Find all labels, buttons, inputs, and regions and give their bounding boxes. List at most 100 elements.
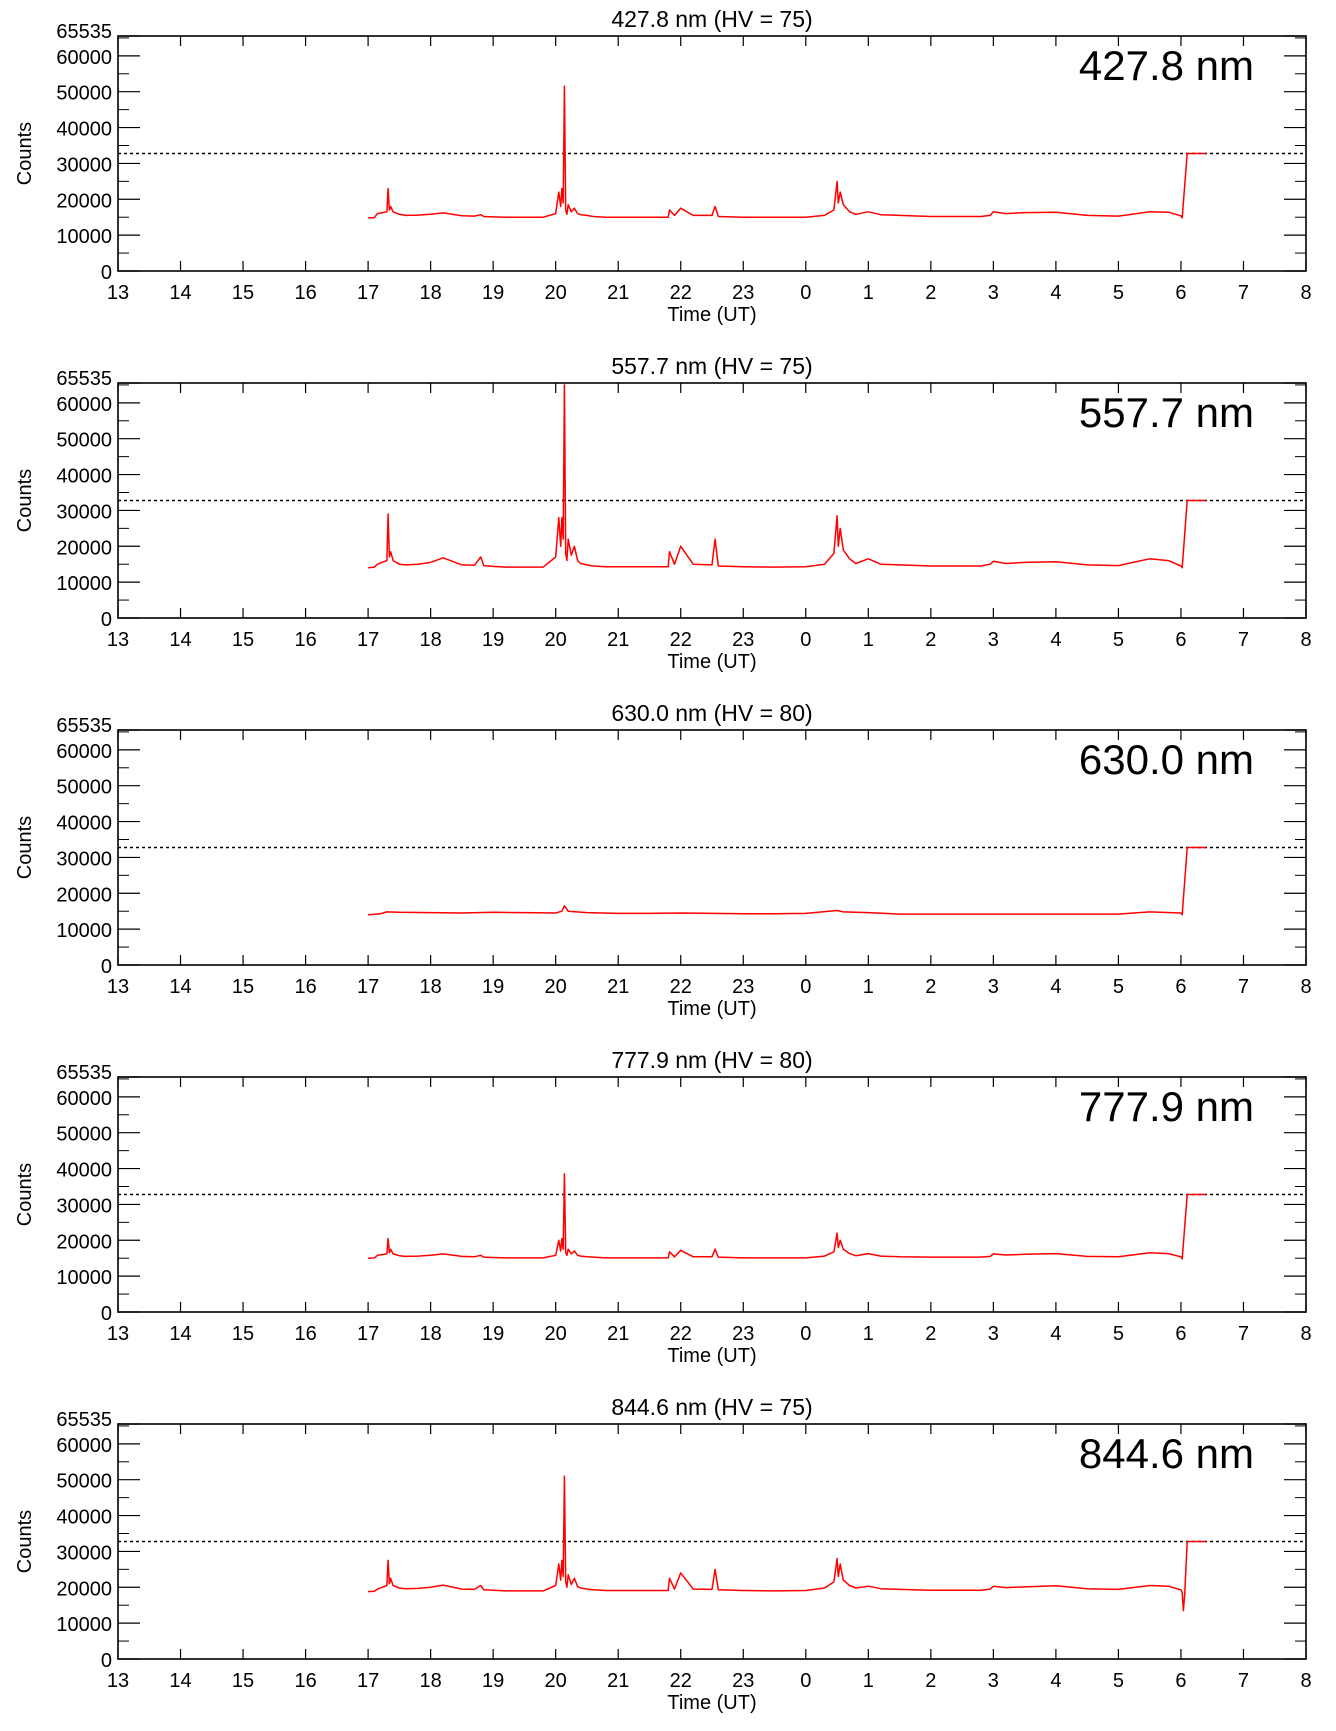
x-tick-label: 21 [607,629,629,651]
x-tick-label: 4 [1050,629,1061,651]
x-tick-label: 4 [1050,282,1061,304]
y-tick-label: 60000 [56,1088,112,1110]
x-tick-label: 0 [800,1323,811,1345]
x-tick-label: 7 [1238,1670,1249,1692]
x-tick-label: 23 [732,282,754,304]
x-tick-label: 18 [420,976,442,998]
x-tick-label: 6 [1175,976,1186,998]
y-tick-label: 50000 [56,430,112,452]
x-tick-label: 7 [1238,282,1249,304]
x-tick-label: 7 [1238,976,1249,998]
x-tick-label: 18 [420,282,442,304]
chart-title: 427.8 nm (HV = 75) [611,6,812,32]
chart-panel: 777.9 nm (HV = 80) 0 10000 20000 30000 40000 5… [14,1047,1312,1367]
y-tick-label: 10000 [56,920,112,942]
chart-panel: 630.0 nm (HV = 80) 0 10000 20000 30000 40000 5… [14,700,1312,1020]
x-tick-label: 8 [1300,282,1311,304]
x-tick-label: 21 [607,976,629,998]
series-line [368,85,1206,219]
y-tick-label: 60000 [56,394,112,416]
x-tick-label: 8 [1300,1670,1311,1692]
x-tick-label: 19 [482,282,504,304]
x-tick-label: 20 [545,282,567,304]
x-tick-label: 18 [420,629,442,651]
y-tick-label: 40000 [56,1160,112,1182]
x-tick-label: 3 [988,282,999,304]
chart-title: 630.0 nm (HV = 80) [611,700,812,726]
x-tick-label: 2 [925,282,936,304]
x-tick-label: 15 [232,976,254,998]
wavelength-annotation: 844.6 nm [1079,1430,1254,1477]
y-tick-label: 40000 [56,466,112,488]
x-tick-label: 16 [294,629,316,651]
y-tick-label: 60000 [56,47,112,69]
x-tick-label: 20 [545,629,567,651]
y-tick-label: 0 [101,262,112,284]
x-tick-label: 1 [863,1670,874,1692]
y-tick-label: 20000 [56,537,112,559]
y-tick-label: 60000 [56,741,112,763]
x-tick-label: 20 [545,1670,567,1692]
y-tick-label: 65535 [56,1409,112,1431]
y-tick-label: 10000 [56,1267,112,1289]
y-axis-label: Counts [14,816,36,879]
chart-panel: 844.6 nm (HV = 75) 0 10000 20000 30000 40000 5… [14,1394,1312,1714]
x-tick-label: 5 [1113,629,1124,651]
x-tick-label: 14 [169,282,191,304]
y-tick-label: 65535 [56,368,112,390]
y-tick-label: 0 [101,1650,112,1672]
y-axis-label: Counts [14,469,36,532]
x-tick-label: 3 [988,1670,999,1692]
x-tick-label: 7 [1238,1323,1249,1345]
y-tick-label: 10000 [56,573,112,595]
x-axis-label: Time (UT) [667,1692,756,1714]
x-tick-label: 23 [732,629,754,651]
series-line [368,846,1206,916]
x-tick-label: 20 [545,1323,567,1345]
y-axis-label: Counts [14,1510,36,1573]
x-tick-label: 17 [357,282,379,304]
series-line [368,384,1206,569]
x-tick-label: 16 [294,282,316,304]
x-tick-label: 17 [357,1670,379,1692]
x-tick-label: 13 [107,976,129,998]
x-tick-label: 22 [670,629,692,651]
x-axis-label: Time (UT) [667,1345,756,1367]
y-tick-label: 20000 [56,1231,112,1253]
x-tick-label: 19 [482,976,504,998]
x-tick-label: 0 [800,282,811,304]
y-tick-label: 10000 [56,226,112,248]
x-tick-label: 18 [420,1670,442,1692]
y-tick-label: 30000 [56,1195,112,1217]
x-tick-label: 13 [107,629,129,651]
x-tick-label: 13 [107,1323,129,1345]
y-tick-label: 30000 [56,154,112,176]
x-tick-label: 15 [232,1323,254,1345]
x-tick-label: 4 [1050,976,1061,998]
x-tick-label: 21 [607,1670,629,1692]
x-tick-label: 6 [1175,282,1186,304]
y-tick-label: 60000 [56,1435,112,1457]
x-tick-label: 1 [863,976,874,998]
x-axis-label: Time (UT) [667,304,756,326]
y-tick-label: 20000 [56,190,112,212]
x-tick-label: 2 [925,1323,936,1345]
x-tick-label: 19 [482,1323,504,1345]
x-tick-label: 8 [1300,976,1311,998]
x-tick-label: 23 [732,1323,754,1345]
y-tick-label: 30000 [56,848,112,870]
x-tick-label: 4 [1050,1670,1061,1692]
x-tick-label: 8 [1300,1323,1311,1345]
x-tick-label: 19 [482,629,504,651]
x-tick-label: 2 [925,1670,936,1692]
x-tick-label: 22 [670,282,692,304]
series-line [368,1173,1206,1260]
chart-panel: 557.7 nm (HV = 75) 0 10000 20000 30000 40000 5… [14,353,1312,673]
y-tick-label: 40000 [56,119,112,141]
x-tick-label: 22 [670,976,692,998]
x-tick-label: 1 [863,282,874,304]
x-tick-label: 14 [169,629,191,651]
x-tick-label: 15 [232,1670,254,1692]
y-tick-label: 50000 [56,777,112,799]
x-tick-label: 6 [1175,1323,1186,1345]
